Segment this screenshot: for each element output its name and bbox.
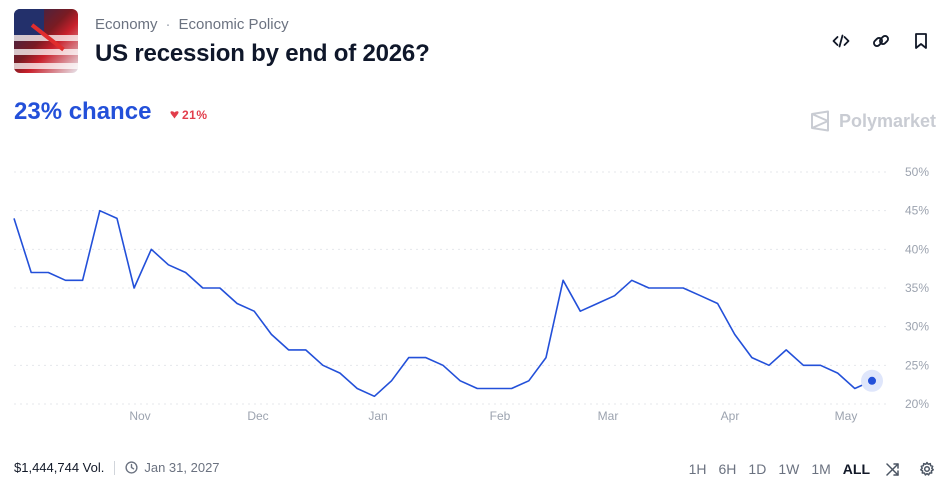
gear-icon[interactable]	[916, 458, 938, 480]
clock-icon	[125, 461, 138, 474]
time-range-selector: 1H 6H 1D 1W 1M ALL	[689, 458, 938, 480]
code-icon[interactable]	[830, 30, 852, 52]
range-all[interactable]: ALL	[842, 461, 870, 477]
volume: $1,444,744 Vol.	[14, 460, 105, 475]
y-tick-label: 50%	[905, 165, 929, 179]
x-tick-label: May	[835, 409, 858, 423]
brand-watermark: Polymarket	[809, 110, 936, 132]
footer-divider	[114, 460, 116, 475]
y-tick-label: 25%	[905, 358, 929, 372]
polymarket-logo-icon	[810, 110, 829, 132]
change-value: 21%	[182, 108, 208, 122]
y-tick-label: 45%	[905, 204, 929, 218]
market-title: US recession by end of 2026?	[95, 40, 430, 67]
market-thumbnail	[14, 9, 78, 73]
brand-name: Polymarket	[838, 110, 936, 131]
range-1w[interactable]: 1W	[778, 461, 800, 477]
y-tick-label: 35%	[905, 281, 929, 295]
breadcrumb-category[interactable]: Economy	[95, 16, 158, 33]
link-icon[interactable]	[870, 30, 892, 52]
breadcrumb-separator: ·	[165, 16, 171, 33]
x-tick-label: Feb	[490, 409, 511, 423]
end-date: Jan 31, 2027	[125, 460, 220, 475]
x-tick-label: Apr	[721, 409, 740, 423]
y-tick-label: 30%	[905, 320, 929, 334]
down-caret-icon	[170, 111, 179, 119]
current-probability: 23% chance	[14, 98, 152, 125]
breadcrumb: Economy · Economic Policy	[95, 16, 289, 33]
breadcrumb-subcategory[interactable]: Economic Policy	[178, 16, 289, 33]
end-date-text: Jan 31, 2027	[144, 460, 220, 475]
x-tick-label: Dec	[247, 409, 268, 423]
probability-chart[interactable]: 50% 45% 40% 35% 30% 25% 20% Nov Dec Jan Feb Mar Apr…	[0, 150, 946, 435]
x-tick-label: Mar	[598, 409, 619, 423]
shuffle-icon[interactable]	[882, 458, 904, 480]
range-1m[interactable]: 1M	[811, 461, 831, 477]
x-tick-label: Nov	[129, 409, 150, 423]
current-point[interactable]	[868, 376, 876, 385]
x-tick-label: Jan	[368, 409, 387, 423]
market-footer: $1,444,744 Vol. Jan 31, 2027	[14, 460, 220, 475]
series-line	[13, 209, 873, 398]
bookmark-icon[interactable]	[910, 30, 932, 52]
range-1d[interactable]: 1D	[748, 461, 767, 477]
y-tick-label: 40%	[905, 242, 929, 256]
probability-change: 21%	[170, 108, 208, 122]
range-1h[interactable]: 1H	[688, 461, 707, 477]
range-6h[interactable]: 6H	[718, 461, 737, 477]
y-tick-label: 20%	[905, 397, 929, 411]
market-actions	[830, 30, 932, 52]
